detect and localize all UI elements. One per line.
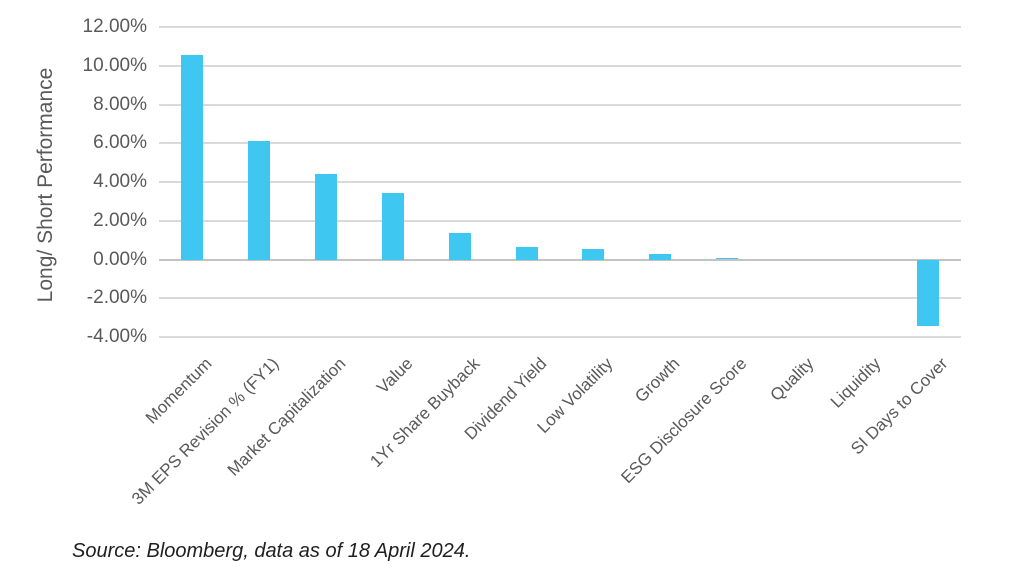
y-tick-label: 2.00% [93,209,147,231]
bar-growth [649,253,672,260]
grid-line [159,103,961,106]
bar-value [381,192,404,260]
grid-line [159,181,961,183]
source-note: Source: Bloomberg, data as of 18 April 2… [72,540,471,562]
y-tick-label: -2.00% [86,287,147,309]
grid-line [159,219,961,222]
bar-dividend-yield [515,246,538,260]
grid-line [159,297,961,300]
y-tick-label: 4.00% [93,171,147,192]
bar-market-capitalization [315,174,338,260]
y-axis-title: Long/ Short Performance [34,67,57,303]
y-tick-label: 6.00% [93,132,147,154]
grid-line [159,142,961,145]
y-tick-label: 8.00% [93,93,147,115]
bar-3m-eps-revision-fy1 [248,141,271,260]
y-tick-label: 0.00% [93,248,147,270]
grid-line [159,336,961,338]
bar-esg-disclosure-score [716,257,739,260]
bar-momentum [181,55,204,260]
zero-grid-line [159,258,961,261]
bar-low-volatility [582,248,605,260]
y-tick-label: 12.00% [82,16,147,37]
bar-1yr-share-buyback [448,233,471,260]
y-tick-label: -4.00% [86,326,147,347]
bar-si-days-to-cover [916,259,939,327]
grid-line [159,26,961,28]
grid-line [159,64,961,67]
y-tick-label: 10.00% [82,54,147,76]
